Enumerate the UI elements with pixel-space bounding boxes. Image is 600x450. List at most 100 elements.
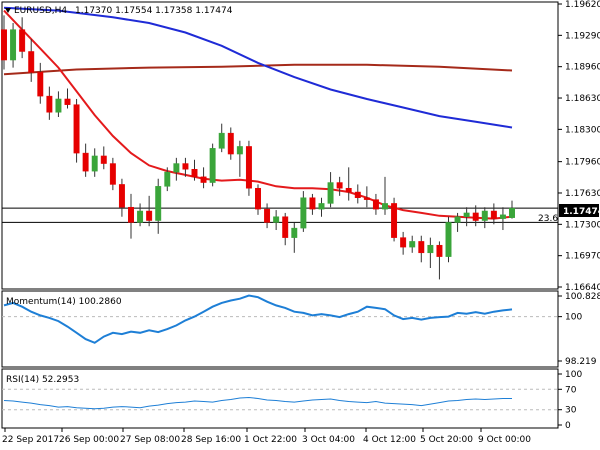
candle-bear xyxy=(436,244,443,257)
candle-bull xyxy=(173,163,180,173)
candle-bear xyxy=(64,98,71,105)
candle-bear xyxy=(82,152,89,172)
price-tick-label: 1.19290 xyxy=(565,31,600,41)
momentum-title: Momentum(14) 100.2860 xyxy=(6,297,122,307)
candle-bear xyxy=(28,51,35,73)
rsi-series xyxy=(2,388,558,411)
candle-bear xyxy=(363,197,370,200)
candle-bull xyxy=(91,155,98,172)
momentum-series xyxy=(2,294,558,344)
time-tick-label: 27 Sep 08:00 xyxy=(120,435,180,445)
rsi-line xyxy=(3,396,512,410)
last-price-label: 1.17474 xyxy=(563,207,600,217)
candle-bear xyxy=(354,191,361,198)
candle-bear xyxy=(37,72,44,97)
level-lines xyxy=(2,207,558,223)
sma-slow-series xyxy=(3,6,513,129)
candle-bear xyxy=(490,210,497,219)
candle-bull xyxy=(209,148,216,183)
momentum-tick-label: 98.219 xyxy=(565,357,597,367)
price-tick-label: 1.19620 xyxy=(565,0,600,10)
candle-bear xyxy=(182,163,189,170)
candle-bear xyxy=(336,182,343,189)
rsi-tick-label: 0 xyxy=(565,421,571,431)
time-axis: 22 Sep 2017 26 Sep 00:00 27 Sep 08:00 28 Se… xyxy=(2,428,531,445)
candle-bull xyxy=(236,146,243,155)
candle-bear xyxy=(255,187,261,210)
candle-bear xyxy=(19,29,26,52)
candle-bull xyxy=(273,216,280,223)
candle-bull xyxy=(291,227,298,238)
sma-long-series xyxy=(3,63,513,76)
fib-label: 23.6 xyxy=(538,214,558,224)
candle-bull xyxy=(155,186,162,221)
sma-fast-line xyxy=(3,9,513,220)
candle-bull xyxy=(218,132,225,149)
price-tick-label: 1.18960 xyxy=(565,63,600,73)
price-tick-label: 1.17960 xyxy=(565,158,600,168)
momentum-panel-frame xyxy=(1,290,559,368)
candle-bull xyxy=(300,197,307,229)
candle-bear xyxy=(146,210,153,221)
candle-bear xyxy=(1,29,7,61)
price-tick-label: 1.17630 xyxy=(565,189,600,199)
candle-bull xyxy=(164,171,171,187)
ohlc-label: 1.17370 1.17554 1.17358 1.17474 xyxy=(75,6,233,16)
time-tick-label: 4 Oct 12:00 xyxy=(363,435,416,445)
candle-bear xyxy=(264,208,271,223)
price-tick-label: 1.16640 xyxy=(565,283,600,293)
rsi-title: RSI(14) 52.2953 xyxy=(6,375,79,385)
rsi-panel: 100 70 30 0 RSI(14) 52.2953 xyxy=(1,368,582,431)
sma-long-line xyxy=(3,63,513,76)
price-tick-label: 1.18630 xyxy=(565,94,600,104)
candle-bear xyxy=(309,197,316,210)
sma-fast-series xyxy=(3,9,513,220)
candle-bull xyxy=(427,244,434,254)
time-tick-label: 5 Oct 20:00 xyxy=(420,435,473,445)
candle-bear xyxy=(227,132,234,155)
momentum-axis: 100.8287 100 98.219 xyxy=(558,292,600,367)
candle-bull xyxy=(409,241,416,248)
candle-bear xyxy=(282,216,289,238)
candle-bear xyxy=(109,163,116,185)
candle-bear xyxy=(245,146,252,189)
candle-bull xyxy=(382,203,388,210)
candle-bear xyxy=(73,104,80,154)
price-axis: 1.19620 1.19290 1.18960 1.18630 1.18300 1.179… xyxy=(558,0,600,293)
candle-bear xyxy=(200,176,207,183)
candle-bull xyxy=(445,222,452,257)
candle-bull xyxy=(10,29,17,61)
momentum-panel: 100.8287 100 98.219 Momentum(14) 100.2860 xyxy=(1,290,600,368)
candle-bear xyxy=(100,155,107,164)
price-panel: 1.19620 1.19290 1.18960 1.18630 1.18300 1.179… xyxy=(1,0,600,293)
candles xyxy=(1,15,515,280)
candle-bull xyxy=(463,212,470,217)
rsi-tick-label: 30 xyxy=(565,406,577,416)
candle-bull xyxy=(318,203,325,210)
price-tick-label: 1.17300 xyxy=(565,220,600,230)
rsi-tick-label: 100 xyxy=(565,370,582,380)
candle-bear xyxy=(400,237,407,248)
price-panel-frame xyxy=(1,1,559,290)
price-box-bg xyxy=(559,204,599,217)
time-tick-label: 1 Oct 22:00 xyxy=(244,435,297,445)
candle-bear xyxy=(472,212,479,221)
candle-bull xyxy=(499,214,506,219)
candle-bear xyxy=(372,199,379,210)
candle-bull xyxy=(454,216,461,223)
candle-bull xyxy=(481,210,488,221)
time-tick-label: 26 Sep 00:00 xyxy=(59,435,119,445)
candle-bull xyxy=(509,207,515,218)
momentum-tick-label: 100.8287 xyxy=(565,292,600,302)
time-tick-label: 28 Sep 16:00 xyxy=(181,435,241,445)
candle-bear xyxy=(418,241,425,254)
price-tick-label: 1.16970 xyxy=(565,252,600,262)
time-tick-label: 22 Sep 2017 xyxy=(2,435,59,445)
momentum-line xyxy=(3,294,513,344)
time-tick-label: 3 Oct 04:00 xyxy=(302,435,355,445)
candle-bull xyxy=(55,98,62,113)
collapse-triangle-icon[interactable] xyxy=(5,8,11,13)
candle-bear xyxy=(191,168,198,178)
momentum-tick-label: 100 xyxy=(565,313,582,323)
